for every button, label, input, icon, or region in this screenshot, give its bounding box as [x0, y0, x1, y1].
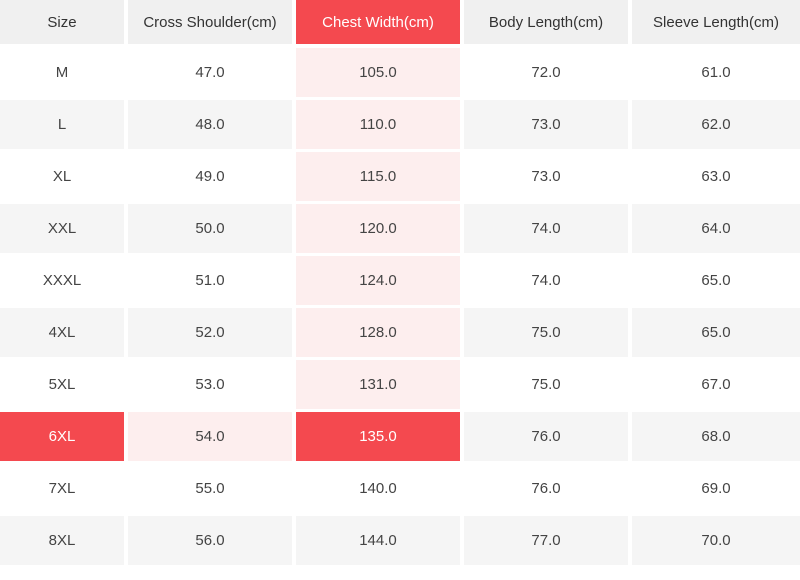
size-chart-header: Size Cross Shoulder(cm) Chest Width(cm) …: [0, 0, 800, 48]
cell-body-length[interactable]: 75.0: [464, 308, 632, 360]
table-row: XXL 50.0 120.0 74.0 64.0: [0, 204, 800, 256]
cell-size[interactable]: 4XL: [0, 308, 128, 360]
table-row: M 47.0 105.0 72.0 61.0: [0, 48, 800, 100]
cell-cross-shoulder[interactable]: 53.0: [128, 360, 296, 412]
cell-cross-shoulder[interactable]: 50.0: [128, 204, 296, 256]
cell-body-length[interactable]: 74.0: [464, 204, 632, 256]
size-chart-table: Size Cross Shoulder(cm) Chest Width(cm) …: [0, 0, 800, 568]
cell-cross-shoulder[interactable]: 54.0: [128, 412, 296, 464]
cell-size[interactable]: L: [0, 100, 128, 152]
cell-cross-shoulder[interactable]: 52.0: [128, 308, 296, 360]
cell-body-length[interactable]: 76.0: [464, 464, 632, 516]
column-header-cross-shoulder: Cross Shoulder(cm): [128, 0, 296, 48]
size-chart-body: M 47.0 105.0 72.0 61.0 L 48.0 110.0 73.0 62.0 XL 49…: [0, 48, 800, 568]
column-header-chest-width: Chest Width(cm): [296, 0, 464, 48]
cell-body-length[interactable]: 76.0: [464, 412, 632, 464]
cell-chest-width[interactable]: 135.0: [296, 412, 464, 464]
cell-size[interactable]: 5XL: [0, 360, 128, 412]
cell-chest-width[interactable]: 124.0: [296, 256, 464, 308]
cell-cross-shoulder[interactable]: 55.0: [128, 464, 296, 516]
cell-chest-width[interactable]: 115.0: [296, 152, 464, 204]
cell-chest-width[interactable]: 144.0: [296, 516, 464, 568]
column-header-sleeve-length: Sleeve Length(cm): [632, 0, 800, 48]
table-row: 6XL 54.0 135.0 76.0 68.0: [0, 412, 800, 464]
cell-cross-shoulder[interactable]: 51.0: [128, 256, 296, 308]
table-row: XXXL 51.0 124.0 74.0 65.0: [0, 256, 800, 308]
cell-sleeve-length[interactable]: 65.0: [632, 256, 800, 308]
cell-chest-width[interactable]: 120.0: [296, 204, 464, 256]
cell-sleeve-length[interactable]: 61.0: [632, 48, 800, 100]
cell-size[interactable]: XXL: [0, 204, 128, 256]
cell-cross-shoulder[interactable]: 48.0: [128, 100, 296, 152]
cell-cross-shoulder[interactable]: 56.0: [128, 516, 296, 568]
cell-sleeve-length[interactable]: 70.0: [632, 516, 800, 568]
cell-chest-width[interactable]: 105.0: [296, 48, 464, 100]
cell-chest-width[interactable]: 110.0: [296, 100, 464, 152]
cell-size[interactable]: 7XL: [0, 464, 128, 516]
cell-size[interactable]: 8XL: [0, 516, 128, 568]
cell-chest-width[interactable]: 140.0: [296, 464, 464, 516]
cell-body-length[interactable]: 75.0: [464, 360, 632, 412]
cell-size[interactable]: XL: [0, 152, 128, 204]
cell-size[interactable]: 6XL: [0, 412, 128, 464]
cell-body-length[interactable]: 77.0: [464, 516, 632, 568]
cell-cross-shoulder[interactable]: 47.0: [128, 48, 296, 100]
cell-sleeve-length[interactable]: 62.0: [632, 100, 800, 152]
cell-sleeve-length[interactable]: 68.0: [632, 412, 800, 464]
cell-chest-width[interactable]: 131.0: [296, 360, 464, 412]
cell-chest-width[interactable]: 128.0: [296, 308, 464, 360]
cell-body-length[interactable]: 74.0: [464, 256, 632, 308]
cell-sleeve-length[interactable]: 63.0: [632, 152, 800, 204]
cell-size[interactable]: XXXL: [0, 256, 128, 308]
cell-sleeve-length[interactable]: 69.0: [632, 464, 800, 516]
cell-body-length[interactable]: 72.0: [464, 48, 632, 100]
cell-sleeve-length[interactable]: 65.0: [632, 308, 800, 360]
cell-body-length[interactable]: 73.0: [464, 100, 632, 152]
cell-sleeve-length[interactable]: 64.0: [632, 204, 800, 256]
cell-size[interactable]: M: [0, 48, 128, 100]
table-row: 8XL 56.0 144.0 77.0 70.0: [0, 516, 800, 568]
cell-sleeve-length[interactable]: 67.0: [632, 360, 800, 412]
header-row: Size Cross Shoulder(cm) Chest Width(cm) …: [0, 0, 800, 48]
table-row: 7XL 55.0 140.0 76.0 69.0: [0, 464, 800, 516]
table-row: L 48.0 110.0 73.0 62.0: [0, 100, 800, 152]
column-header-body-length: Body Length(cm): [464, 0, 632, 48]
cell-cross-shoulder[interactable]: 49.0: [128, 152, 296, 204]
table-row: 5XL 53.0 131.0 75.0 67.0: [0, 360, 800, 412]
cell-body-length[interactable]: 73.0: [464, 152, 632, 204]
column-header-size: Size: [0, 0, 128, 48]
table-row: XL 49.0 115.0 73.0 63.0: [0, 152, 800, 204]
table-row: 4XL 52.0 128.0 75.0 65.0: [0, 308, 800, 360]
